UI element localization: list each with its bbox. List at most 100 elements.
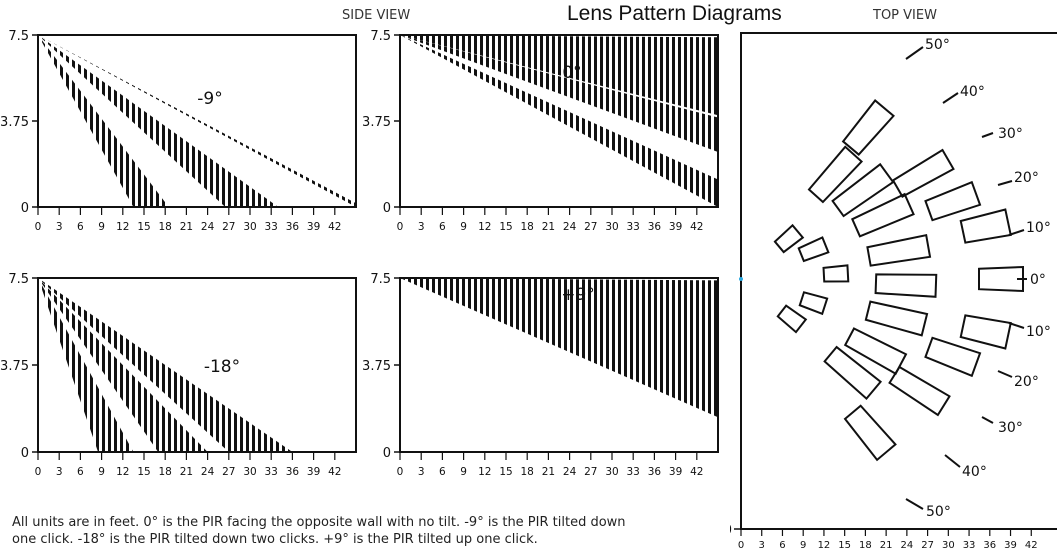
x-tick-label: 42 bbox=[1025, 540, 1038, 550]
y-tick-label: 3.75 bbox=[0, 115, 29, 130]
top-view-label: TOP VIEW bbox=[873, 8, 937, 23]
angle-label: 10° bbox=[1026, 324, 1051, 340]
x-tick-label: 6 bbox=[77, 221, 84, 233]
y-tick-label: 0 bbox=[21, 201, 29, 216]
y-tick-label: 0 bbox=[383, 201, 391, 216]
angle-leader bbox=[981, 416, 994, 424]
x-tick-label: 21 bbox=[180, 466, 193, 478]
lens-zone bbox=[797, 236, 830, 263]
x-tick-label: 6 bbox=[439, 221, 446, 233]
tilt-label: 0° bbox=[562, 63, 581, 83]
x-tick-label: 42 bbox=[690, 221, 703, 233]
x-tick-label: 39 bbox=[669, 466, 682, 478]
x-tick-label: 9 bbox=[98, 221, 105, 233]
tilt-label: +9° bbox=[561, 285, 595, 305]
x-tick-label: 15 bbox=[137, 466, 150, 478]
lens-zone bbox=[776, 304, 808, 334]
y-tick-label: 3.75 bbox=[362, 115, 391, 130]
x-tick-label: 3 bbox=[56, 466, 63, 478]
angle-labels: 50° 40° 30° 20° 10° 0° 10° 20° 30° 40° 50° bbox=[905, 37, 1051, 520]
x-tick-label: 33 bbox=[963, 540, 976, 550]
lens-bands bbox=[38, 278, 293, 452]
y-tick-label: 0 bbox=[21, 446, 29, 461]
x-tick-label: 15 bbox=[499, 221, 512, 233]
x-tick-label: 15 bbox=[838, 540, 851, 550]
x-tick-label: 6 bbox=[77, 466, 84, 478]
x-tick-label: 42 bbox=[690, 466, 703, 478]
y-tick-label: 7.5 bbox=[8, 272, 29, 287]
x-tick-label: 36 bbox=[286, 466, 300, 478]
tilt-label: -18° bbox=[204, 357, 240, 377]
x-tick-label: 0 bbox=[397, 466, 404, 478]
x-tick-label: 21 bbox=[180, 221, 193, 233]
angle-leader bbox=[944, 454, 961, 468]
lens-zone bbox=[959, 208, 1012, 244]
side-view-label: SIDE VIEW bbox=[342, 8, 411, 23]
lens-bands bbox=[400, 278, 718, 418]
x-tick-label: 12 bbox=[478, 221, 491, 233]
x-tick-label: 30 bbox=[605, 221, 618, 233]
lens-bands bbox=[400, 35, 718, 207]
angle-label: 10° bbox=[1026, 220, 1051, 236]
x-tick-label: 18 bbox=[521, 466, 534, 478]
angle-leader bbox=[905, 498, 924, 510]
x-tick-label: 27 bbox=[222, 221, 235, 233]
tilt-label: -9° bbox=[197, 89, 222, 109]
top-view-diagram: 50°40°30°20°10°0°10°20°30°40°50° 0 3 6 9 12 1… bbox=[730, 32, 1057, 550]
x-tick-label: 0 bbox=[738, 540, 744, 550]
y-tick-label: 0 bbox=[383, 446, 391, 461]
x-tick-label: 21 bbox=[542, 466, 555, 478]
lens-zone bbox=[874, 273, 938, 298]
angle-leader bbox=[1008, 322, 1025, 329]
lens-band-2 bbox=[400, 35, 718, 152]
y-tick-label: 7.5 bbox=[370, 29, 391, 44]
x-tick-label: 18 bbox=[859, 540, 872, 550]
x-tick-label: 36 bbox=[286, 221, 300, 233]
lens-zone bbox=[864, 300, 929, 337]
lens-zone bbox=[888, 365, 951, 417]
lens-zone bbox=[807, 145, 864, 204]
footnote-line-2: one click. -18° is the PIR tilted down t… bbox=[12, 532, 538, 547]
lens-zone bbox=[924, 336, 982, 378]
x-tick-label: 27 bbox=[921, 540, 934, 550]
x-tick-label: 18 bbox=[159, 466, 172, 478]
x-tick-label: 39 bbox=[307, 221, 320, 233]
lens-band-3 bbox=[400, 35, 718, 116]
x-tick-label: 30 bbox=[605, 466, 618, 478]
lens-band-2 bbox=[38, 35, 279, 207]
x-tick-label: 39 bbox=[1004, 540, 1017, 550]
y-tick-label: 0 bbox=[730, 523, 732, 538]
angle-leader bbox=[997, 370, 1013, 378]
lens-band-1 bbox=[38, 278, 134, 452]
x-tick-label: 36 bbox=[983, 540, 996, 550]
page-title: Lens Pattern Diagrams bbox=[567, 2, 782, 25]
angle-label: 50° bbox=[926, 504, 951, 520]
x-tick-label: 12 bbox=[818, 540, 831, 550]
x-tick-label: 0 bbox=[35, 466, 42, 478]
sensor-origin-dot bbox=[739, 277, 743, 281]
x-tick-label: 27 bbox=[584, 466, 597, 478]
angle-leader bbox=[981, 132, 994, 138]
x-tick-label: 0 bbox=[397, 221, 404, 233]
x-tick-label: 33 bbox=[265, 221, 278, 233]
angle-label: 30° bbox=[998, 420, 1023, 436]
angle-leader bbox=[942, 92, 959, 104]
x-tick-label: 12 bbox=[478, 466, 491, 478]
lens-zone bbox=[773, 223, 805, 254]
lens-zone bbox=[924, 180, 982, 222]
lens-zone bbox=[843, 404, 897, 462]
x-tick-label: 24 bbox=[563, 466, 577, 478]
lens-zone bbox=[843, 327, 908, 376]
footnote-line-1: All units are in feet. 0° is the PIR fac… bbox=[12, 515, 626, 530]
lens-band-3 bbox=[400, 278, 718, 341]
footnote: All units are in feet. 0° is the PIR fac… bbox=[12, 514, 732, 548]
x-tick-label: 6 bbox=[779, 540, 785, 550]
lens-zone bbox=[831, 162, 895, 218]
x-tick-label: 27 bbox=[222, 466, 235, 478]
x-tick-label: 9 bbox=[460, 221, 467, 233]
lens-zone bbox=[959, 314, 1012, 350]
